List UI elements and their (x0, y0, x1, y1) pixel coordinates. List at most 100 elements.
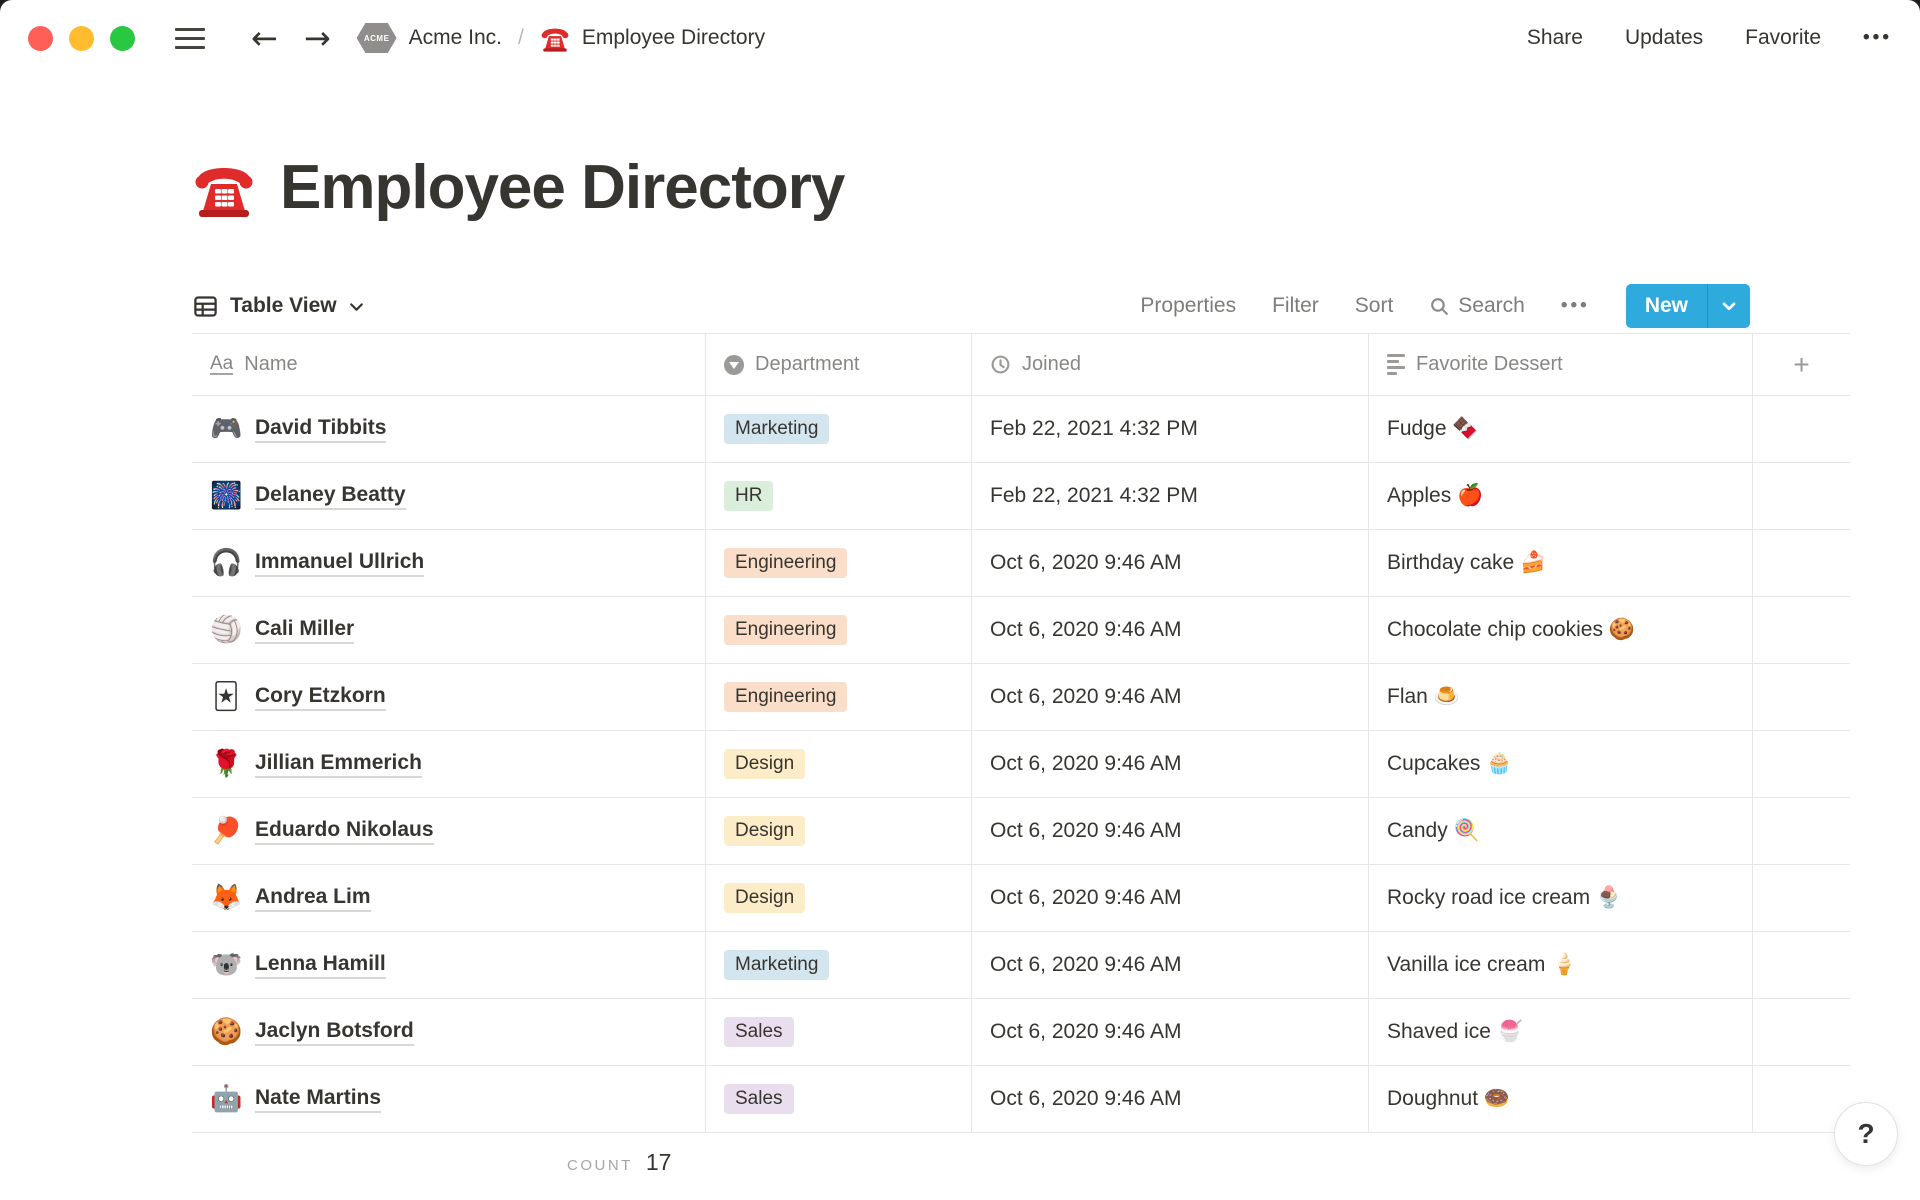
department-tag[interactable]: Design (724, 749, 806, 779)
name-cell[interactable]: 🍪 Jaclyn Botsford (192, 999, 705, 1065)
joined-cell[interactable]: Oct 6, 2020 9:46 AM (971, 530, 1368, 596)
department-cell[interactable]: HR (705, 463, 971, 529)
dessert-cell[interactable]: Rocky road ice cream 🍨 (1368, 865, 1752, 931)
name-cell[interactable]: 🌹 Jillian Emmerich (192, 731, 705, 797)
person-name-link[interactable]: Jaclyn Botsford (255, 1019, 414, 1046)
column-header-department[interactable]: Department (705, 334, 971, 395)
name-cell[interactable]: 🎧 Immanuel Ullrich (192, 530, 705, 596)
breadcrumb-workspace[interactable]: Acme Inc. (408, 26, 502, 49)
new-button-dropdown[interactable] (1707, 284, 1750, 328)
name-cell[interactable]: 🏓 Eduardo Nikolaus (192, 798, 705, 864)
person-name-link[interactable]: Delaney Beatty (255, 483, 406, 510)
department-cell[interactable]: Marketing (705, 396, 971, 462)
joined-cell[interactable]: Feb 22, 2021 4:32 PM (971, 463, 1368, 529)
department-cell[interactable]: Engineering (705, 597, 971, 663)
column-header-favorite-dessert[interactable]: Favorite Dessert (1368, 334, 1752, 395)
more-options-icon[interactable]: ••• (1863, 27, 1892, 48)
dessert-cell[interactable]: Candy 🍭 (1368, 798, 1752, 864)
name-cell[interactable]: 🃏 Cory Etzkorn (192, 664, 705, 730)
dessert-cell[interactable]: Apples 🍎 (1368, 463, 1752, 529)
count-label[interactable]: COUNT (567, 1157, 633, 1174)
department-cell[interactable]: Engineering (705, 530, 971, 596)
close-button[interactable] (28, 25, 53, 51)
new-button-label[interactable]: New (1644, 294, 1688, 317)
joined-cell[interactable]: Oct 6, 2020 9:46 AM (971, 597, 1368, 663)
department-tag[interactable]: Engineering (724, 682, 848, 712)
sidebar-menu-icon[interactable] (175, 27, 205, 49)
person-name-link[interactable]: Jillian Emmerich (255, 751, 422, 778)
back-arrow-icon[interactable]: ← (251, 19, 278, 57)
person-name-link[interactable]: Cory Etzkorn (255, 684, 386, 711)
department-tag[interactable]: Marketing (724, 414, 830, 444)
department-tag[interactable]: Sales (724, 1084, 794, 1114)
joined-cell[interactable]: Oct 6, 2020 9:46 AM (971, 664, 1368, 730)
share-button[interactable]: Share (1526, 26, 1583, 49)
column-header-name[interactable]: Aa Name (192, 334, 705, 395)
name-cell[interactable]: 🦊 Andrea Lim (192, 865, 705, 931)
table-row: 🐨 Lenna Hamill Marketing Oct 6, 2020 9:46 A… (192, 932, 1850, 999)
breadcrumb-page[interactable]: Employee Directory (581, 26, 766, 49)
department-cell[interactable]: Sales (705, 1066, 971, 1132)
column-header-joined[interactable]: Joined (971, 334, 1368, 395)
department-tag[interactable]: Design (724, 883, 806, 913)
name-cell[interactable]: 🎆 Delaney Beatty (192, 463, 705, 529)
zoom-button[interactable] (110, 25, 135, 51)
updates-button[interactable]: Updates (1624, 26, 1704, 49)
department-cell[interactable]: Design (705, 865, 971, 931)
page-title[interactable]: Employee Directory (280, 153, 845, 222)
department-cell[interactable]: Engineering (705, 664, 971, 730)
name-cell[interactable]: 🐨 Lenna Hamill (192, 932, 705, 998)
department-tag[interactable]: Engineering (724, 548, 848, 578)
row-add-cell (1752, 865, 1850, 931)
person-name-link[interactable]: Lenna Hamill (255, 952, 386, 979)
name-cell[interactable]: 🏐 Cali Miller (192, 597, 705, 663)
joined-cell[interactable]: Oct 6, 2020 9:46 AM (971, 865, 1368, 931)
joined-cell[interactable]: Oct 6, 2020 9:46 AM (971, 932, 1368, 998)
department-tag[interactable]: Engineering (724, 615, 848, 645)
dessert-cell[interactable]: Birthday cake 🍰 (1368, 530, 1752, 596)
department-cell[interactable]: Design (705, 798, 971, 864)
filter-button[interactable]: Filter (1272, 294, 1319, 317)
dessert-cell[interactable]: Cupcakes 🧁 (1368, 731, 1752, 797)
department-tag[interactable]: Sales (724, 1017, 794, 1047)
minimize-button[interactable] (69, 25, 94, 51)
table-view-switcher[interactable]: Table View (192, 293, 365, 320)
person-name-link[interactable]: Eduardo Nikolaus (255, 818, 434, 845)
help-button[interactable]: ? (1834, 1102, 1898, 1166)
dessert-cell[interactable]: Fudge 🍫 (1368, 396, 1752, 462)
dessert-cell[interactable]: Doughnut 🍩 (1368, 1066, 1752, 1132)
dessert-cell[interactable]: Flan 🍮 (1368, 664, 1752, 730)
person-name-link[interactable]: David Tibbits (255, 416, 387, 443)
joined-cell[interactable]: Feb 22, 2021 4:32 PM (971, 396, 1368, 462)
add-column-button[interactable]: + (1752, 334, 1850, 395)
new-button[interactable]: New (1625, 284, 1750, 328)
department-tag[interactable]: Marketing (724, 950, 830, 980)
joined-cell[interactable]: Oct 6, 2020 9:46 AM (971, 731, 1368, 797)
forward-arrow-icon[interactable]: → (303, 19, 331, 57)
favorite-button[interactable]: Favorite (1745, 26, 1822, 49)
workspace-logo-icon[interactable]: ACME (356, 23, 397, 53)
joined-cell[interactable]: Oct 6, 2020 9:46 AM (971, 999, 1368, 1065)
dessert-cell[interactable]: Vanilla ice cream 🍦 (1368, 932, 1752, 998)
joined-cell[interactable]: Oct 6, 2020 9:46 AM (971, 1066, 1368, 1132)
department-cell[interactable]: Sales (705, 999, 971, 1065)
name-cell[interactable]: 🤖 Nate Martins (192, 1066, 705, 1132)
joined-cell[interactable]: Oct 6, 2020 9:46 AM (971, 798, 1368, 864)
person-name-link[interactable]: Cali Miller (255, 617, 355, 644)
properties-button[interactable]: Properties (1140, 294, 1237, 317)
view-more-options-icon[interactable]: ••• (1560, 295, 1590, 316)
search-button[interactable]: Search (1429, 294, 1525, 318)
sort-button[interactable]: Sort (1354, 294, 1394, 317)
person-name-link[interactable]: Nate Martins (255, 1086, 382, 1113)
person-name-link[interactable]: Immanuel Ullrich (255, 550, 425, 577)
department-cell[interactable]: Marketing (705, 932, 971, 998)
department-tag[interactable]: Design (724, 816, 806, 846)
department-tag[interactable]: HR (724, 481, 774, 511)
row-add-cell (1752, 597, 1850, 663)
person-name-link[interactable]: Andrea Lim (255, 885, 371, 912)
row-add-cell (1752, 932, 1850, 998)
name-cell[interactable]: 🎮 David Tibbits (192, 396, 705, 462)
dessert-cell[interactable]: Chocolate chip cookies 🍪 (1368, 597, 1752, 663)
dessert-cell[interactable]: Shaved ice 🍧 (1368, 999, 1752, 1065)
department-cell[interactable]: Design (705, 731, 971, 797)
